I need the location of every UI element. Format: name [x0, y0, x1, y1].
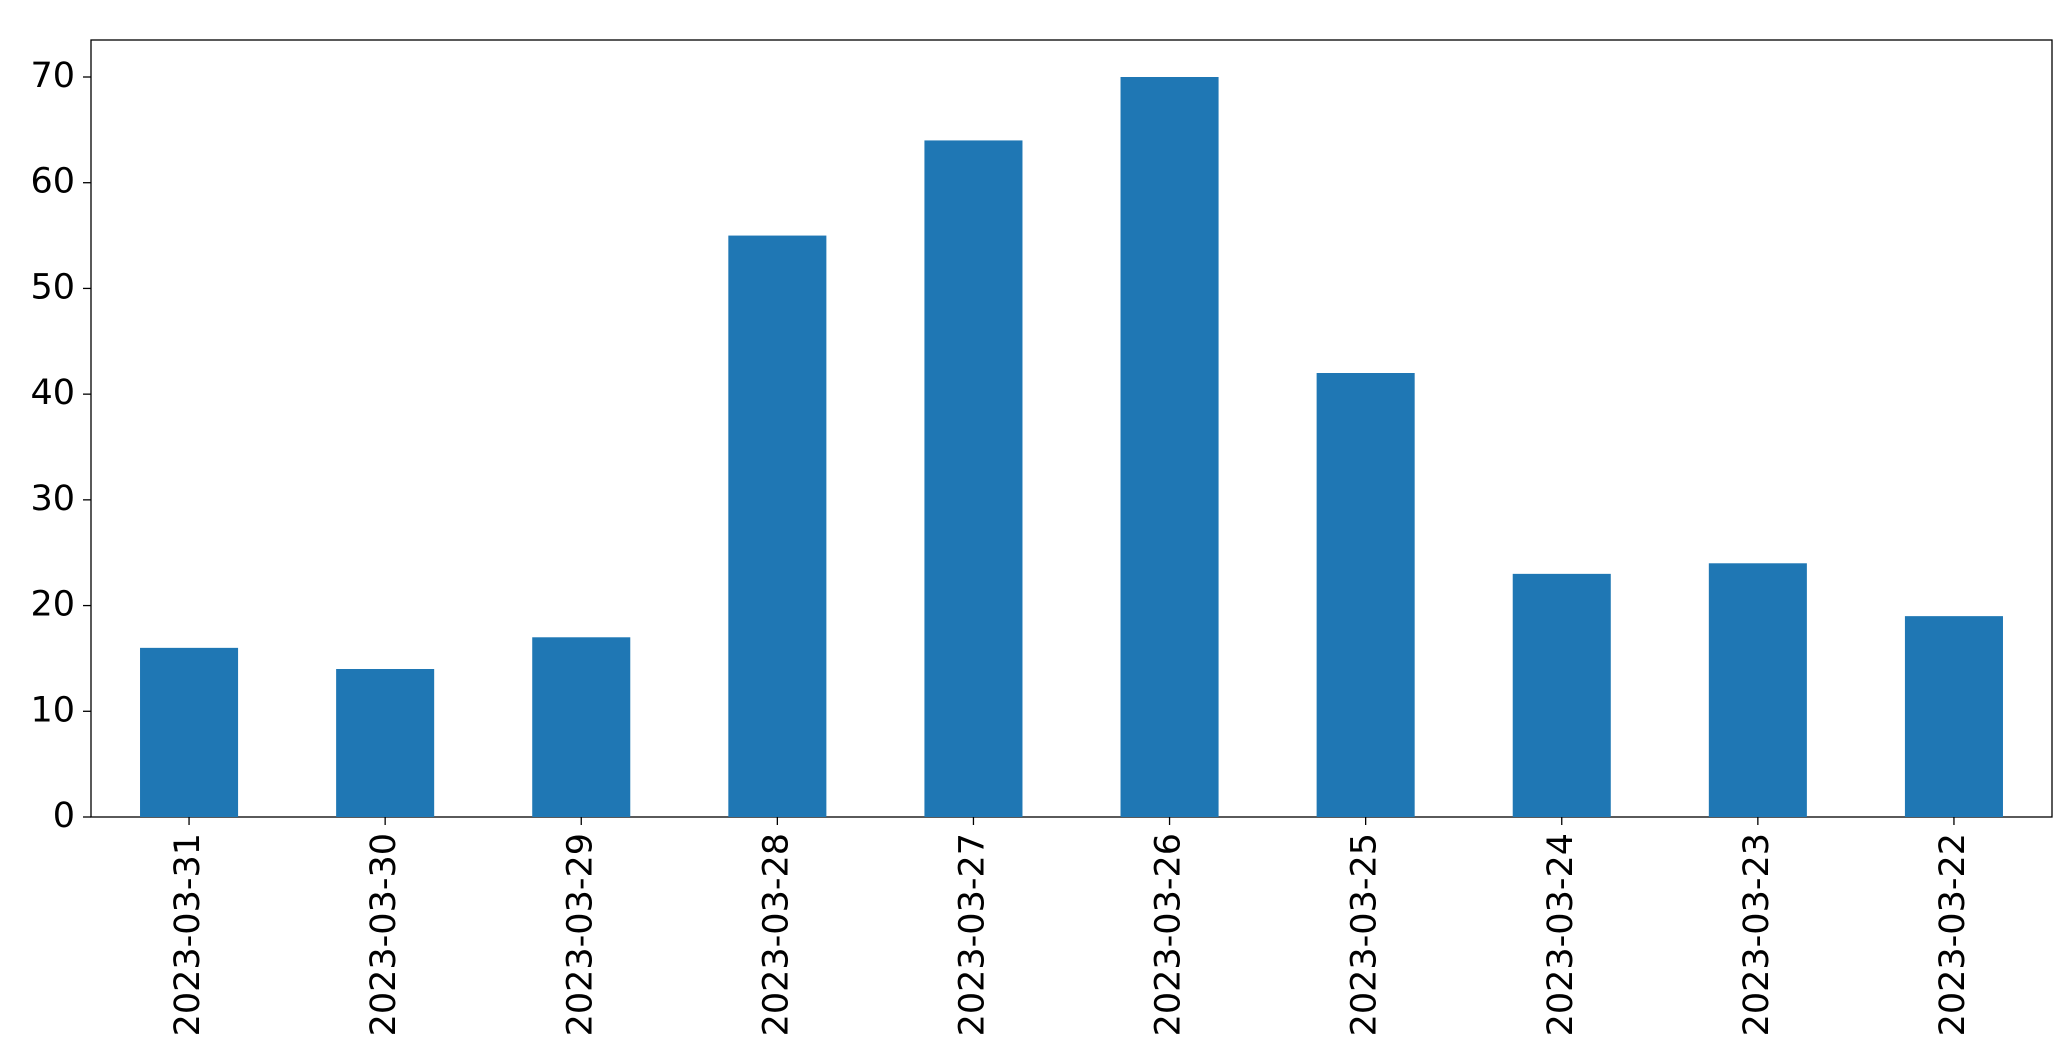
bar — [1316, 373, 1415, 817]
x-tick-label: 2023-03-26 — [1149, 833, 1189, 1036]
x-tick-label: 2023-03-28 — [756, 833, 796, 1036]
x-tick-label: 2023-03-25 — [1345, 833, 1385, 1036]
y-tick-label: 20 — [30, 585, 75, 625]
bar — [728, 235, 827, 818]
x-tick-label: 2023-03-22 — [1933, 833, 1973, 1036]
x-tick-label: 2023-03-23 — [1737, 833, 1777, 1036]
y-tick-label: 40 — [30, 373, 75, 413]
x-tick-label: 2023-03-27 — [952, 833, 992, 1036]
y-tick-label: 10 — [30, 690, 75, 730]
bar — [924, 140, 1023, 817]
y-tick-label: 70 — [30, 56, 75, 96]
bar — [1512, 573, 1611, 817]
plot-frame — [90, 39, 2053, 818]
x-tick-label: 2023-03-30 — [364, 833, 404, 1036]
y-tick-label: 30 — [30, 479, 75, 519]
x-tick-label: 2023-03-31 — [168, 833, 208, 1036]
bar — [1120, 77, 1219, 817]
bar — [336, 669, 435, 817]
bar — [1708, 563, 1807, 817]
y-tick-label: 50 — [30, 267, 75, 307]
x-tick-label: 2023-03-24 — [1541, 833, 1581, 1036]
bar — [140, 647, 239, 817]
bar — [532, 637, 631, 817]
x-tick-label: 2023-03-29 — [560, 833, 600, 1036]
y-tick-label: 60 — [30, 162, 75, 202]
bar — [1904, 616, 2003, 817]
y-tick-label: 0 — [53, 796, 75, 836]
